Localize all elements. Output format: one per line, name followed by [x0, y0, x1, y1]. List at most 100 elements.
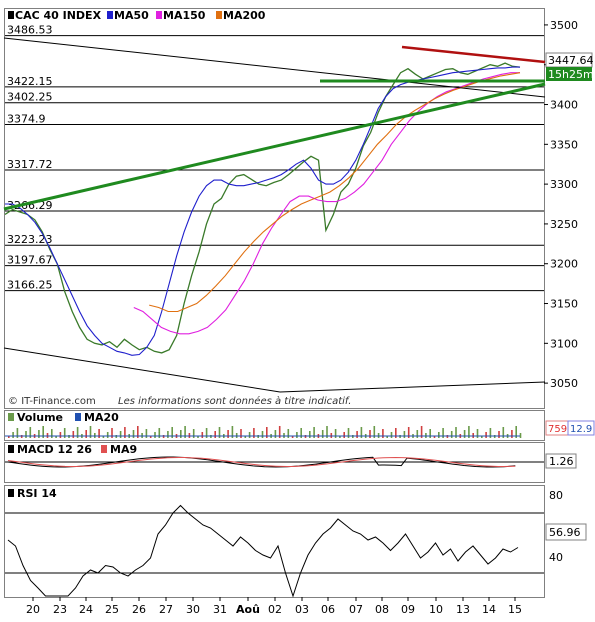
level-label: 3197.67 [7, 254, 53, 267]
volume-bar [296, 432, 298, 438]
y-tick-label: 3350 [550, 138, 578, 151]
legend-swatch-ma200 [216, 11, 222, 19]
volume-bar [502, 427, 505, 438]
x-tick-label: 14 [482, 603, 496, 616]
volume-bar [102, 436, 105, 438]
price-title: CAC 40 INDEX [15, 9, 102, 22]
level-label: 3166.25 [7, 279, 53, 292]
legend-swatch-rsi [8, 489, 14, 497]
volume-bar [145, 429, 148, 438]
y-tick-label: 3250 [550, 218, 578, 231]
x-tick-label: 07 [349, 603, 363, 616]
level-label: 3402.25 [7, 91, 53, 104]
x-axis: 20 23 24 25 26 27 30 31 Aoû 02 03 06 07 08 09 10 13 14 15 [26, 597, 522, 616]
lower-floor-line [279, 381, 546, 393]
volume-bar [373, 426, 376, 438]
volume-bar [42, 426, 44, 438]
rsi-series [7, 504, 519, 598]
y-tick-label: 3400 [550, 99, 578, 112]
x-tick-label: 15 [508, 603, 522, 616]
volume-bar [8, 436, 10, 438]
legend-swatch-ma20 [75, 413, 81, 421]
volume-bar [51, 429, 53, 438]
y-tick-label: 3050 [550, 377, 578, 390]
volume-bar [55, 436, 57, 438]
x-tick-label: 08 [375, 603, 389, 616]
x-tick-label: 06 [321, 603, 335, 616]
volume-bar [137, 426, 139, 438]
x-tick-label: 02 [268, 603, 282, 616]
watermark-disclaimer: Les informations sont données à titre in… [118, 395, 351, 407]
volume-bar [201, 432, 204, 438]
price-axis: 3500345034003350330032503200315031003050 [544, 19, 578, 390]
price-pane-frame [4, 8, 545, 409]
x-tick-label: 27 [159, 603, 173, 616]
volume-bar [468, 426, 470, 438]
volume-bar [498, 431, 500, 438]
volume-bar [63, 428, 66, 438]
countdown-badge [546, 67, 592, 81]
x-tick-label: 10 [429, 603, 443, 616]
volume-value-label: 759 [548, 424, 567, 435]
volume-ma-label: 12.9 [570, 424, 592, 435]
series-ma200 [149, 72, 521, 313]
volume-bar [476, 429, 479, 438]
x-tick-label: 09 [401, 603, 415, 616]
volume-bar [278, 426, 281, 438]
legend-swatch-ma50 [107, 11, 113, 19]
x-tick-label: 20 [26, 603, 40, 616]
macd-ma9-title: MA9 [110, 443, 137, 456]
rsi-line [7, 504, 519, 598]
volume-bar [89, 426, 92, 438]
volume-bar [287, 429, 290, 438]
series-cac-40-index [4, 62, 521, 354]
volume-bar [227, 430, 229, 438]
volume-title: Volume [17, 411, 63, 424]
volume-bar [455, 427, 457, 438]
level-label: 3223.23 [7, 233, 53, 246]
volume-pane-frame [4, 410, 545, 441]
volume-bar [416, 430, 419, 438]
volume-bar [261, 431, 264, 438]
level-label: 3374.9 [7, 112, 46, 125]
volume-bar [16, 428, 19, 438]
rsi-pane-frame [4, 485, 545, 598]
upper-channel-line [3, 37, 546, 98]
volume-bar [390, 432, 393, 438]
volume-bar [266, 427, 268, 438]
x-tick-label: Aoû [236, 603, 260, 616]
volume-bar [38, 430, 40, 438]
macd-pane-frame [4, 442, 545, 483]
volume-bar [300, 428, 302, 438]
volume-bar [382, 429, 384, 438]
x-tick-label: 03 [295, 603, 309, 616]
legend-swatch-macd [8, 445, 14, 453]
price-series [4, 62, 521, 356]
volume-bar [519, 433, 522, 438]
macd-lines [7, 456, 516, 468]
volume-bar [124, 427, 126, 438]
x-tick-label: 24 [79, 603, 93, 616]
volume-bar [231, 426, 234, 438]
volume-bar [180, 430, 182, 438]
macd-signal-line [7, 456, 516, 467]
volume-bar [511, 430, 513, 438]
volume-bar [489, 428, 492, 438]
legend-ma50: MA50 [114, 9, 149, 22]
volume-bar [515, 426, 517, 438]
volume-bar [347, 428, 350, 438]
level-label: 3486.53 [7, 24, 53, 37]
level-label: 3422.15 [7, 75, 53, 88]
volume-bar [438, 432, 440, 438]
volume-bar [395, 428, 397, 438]
volume-bar [356, 431, 358, 438]
y-tick-label: 3500 [550, 19, 578, 32]
price-legend: CAC 40 INDEX MA50 MA150 MA200 [8, 9, 266, 22]
rsi-tick-80: 80 [549, 489, 563, 502]
last-price-label: 3447.64 [548, 54, 594, 67]
volume-ma-badge [567, 420, 595, 436]
volume-bar [450, 431, 453, 438]
volume-bar [442, 428, 444, 438]
volume-bar [386, 436, 388, 438]
